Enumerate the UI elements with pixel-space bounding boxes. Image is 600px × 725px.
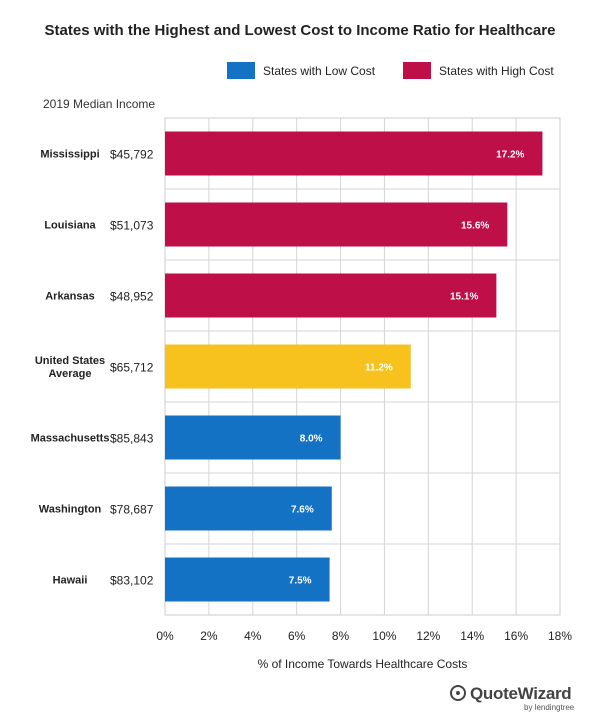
state-label-line: Hawaii xyxy=(53,575,88,587)
state-label: Massachusetts xyxy=(31,433,110,445)
x-tick-label: 18% xyxy=(548,629,572,643)
logo-subtext: by lendingtree xyxy=(524,703,575,712)
data-label: 7.6% xyxy=(291,505,314,516)
quotewizard-logo: QuoteWizard by lendingtree xyxy=(450,684,580,714)
income-label: $51,073 xyxy=(110,219,154,233)
income-label: $78,687 xyxy=(110,503,154,517)
data-label: 8.0% xyxy=(300,434,323,445)
state-label-line: Louisiana xyxy=(44,220,96,232)
state-label: Louisiana xyxy=(44,220,96,232)
state-label-line: Average xyxy=(48,368,91,380)
legend-label-low: States with Low Cost xyxy=(263,63,376,78)
state-label: United States Average xyxy=(35,355,105,380)
state-label-line: Arkansas xyxy=(45,291,95,303)
legend-item-high: States with High Cost xyxy=(403,62,554,79)
legend-swatch-low xyxy=(227,62,255,79)
x-tick-label: 16% xyxy=(504,629,528,643)
logo-text: QuoteWizard xyxy=(470,684,572,703)
income-label: $65,712 xyxy=(110,361,154,375)
data-label: 7.5% xyxy=(289,576,312,587)
state-label: Hawaii xyxy=(53,575,88,587)
income-label: $85,843 xyxy=(110,432,154,446)
income-label: $48,952 xyxy=(110,290,154,304)
x-tick-label: 2% xyxy=(200,629,218,643)
bar xyxy=(165,131,543,176)
x-tick-label: 0% xyxy=(156,629,174,643)
bar xyxy=(165,415,341,460)
bar xyxy=(165,202,508,247)
state-label-line: Washington xyxy=(39,504,102,516)
income-label: $83,102 xyxy=(110,574,154,588)
bar xyxy=(165,344,411,389)
income-column-header: 2019 Median Income xyxy=(43,97,156,111)
x-tick-label: 14% xyxy=(460,629,484,643)
state-label: Mississippi xyxy=(40,149,99,161)
x-tick-label: 12% xyxy=(416,629,440,643)
data-label: 15.1% xyxy=(450,292,478,303)
x-tick-label: 8% xyxy=(332,629,350,643)
chart-title: States with the Highest and Lowest Cost … xyxy=(44,22,556,39)
income-label: $45,792 xyxy=(110,148,154,162)
state-label-line: Massachusetts xyxy=(31,433,110,445)
data-label: 11.2% xyxy=(365,363,393,374)
x-axis-label: % of Income Towards Healthcare Costs xyxy=(257,657,468,671)
state-label-line: United States xyxy=(35,355,105,367)
x-tick-label: 6% xyxy=(288,629,306,643)
legend-swatch-high xyxy=(403,62,431,79)
state-label: Washington xyxy=(39,504,102,516)
legend: States with Low Cost States with High Co… xyxy=(0,62,600,82)
bar xyxy=(165,557,330,602)
state-label-line: Mississippi xyxy=(40,149,99,161)
x-tick-label: 4% xyxy=(244,629,262,643)
x-tick-label: 10% xyxy=(372,629,396,643)
legend-label-high: States with High Cost xyxy=(439,63,554,78)
data-label: 15.6% xyxy=(461,221,489,232)
legend-item-low: States with Low Cost xyxy=(227,62,375,79)
data-label: 17.2% xyxy=(496,150,524,161)
bar xyxy=(165,273,497,318)
state-label: Arkansas xyxy=(45,291,95,303)
quotewizard-logo-icon xyxy=(450,685,466,701)
bar xyxy=(165,486,332,531)
